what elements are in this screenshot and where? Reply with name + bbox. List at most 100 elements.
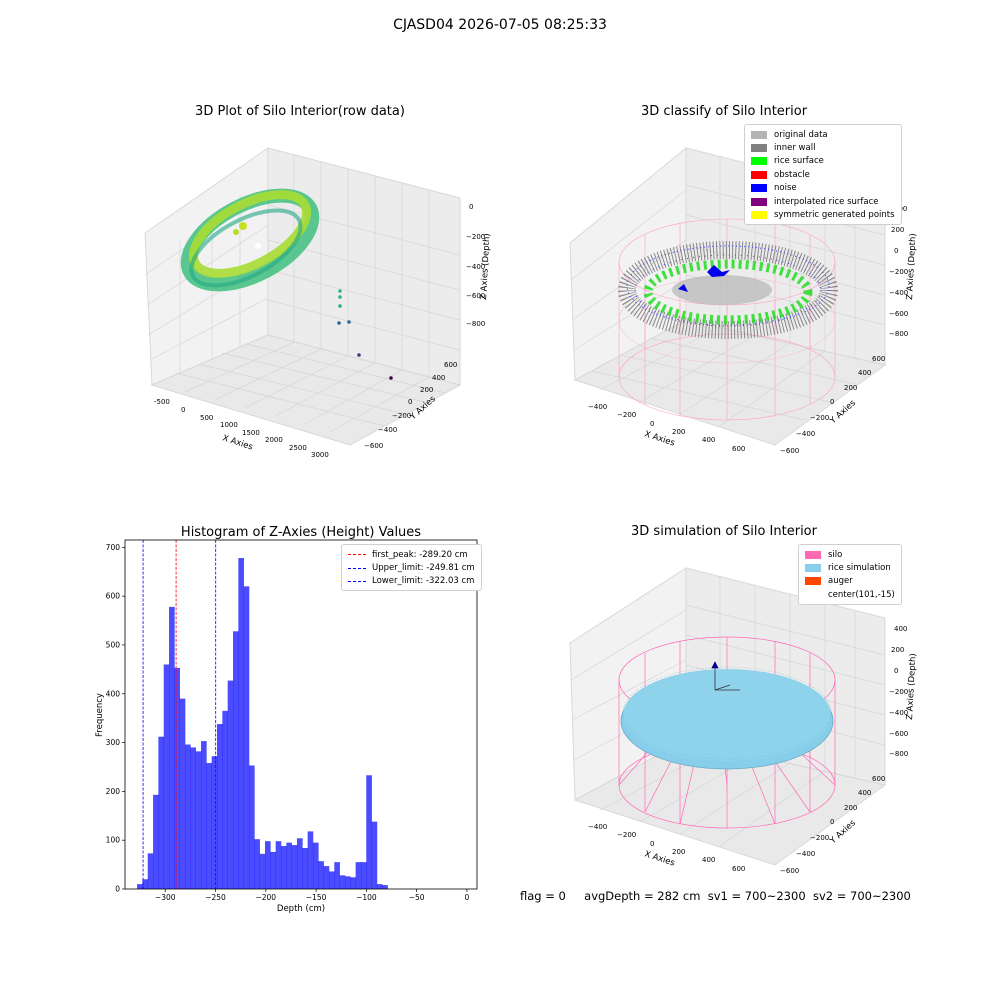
histogram-bar [328,871,335,889]
histogram-bar [233,631,239,889]
histogram-bar [334,862,340,889]
svg-text:−200: −200 [810,414,829,422]
histogram-bar [243,586,250,889]
legend-swatch [751,211,767,220]
raw-point-cloud [180,188,393,380]
svg-text:600: 600 [872,775,885,783]
histogram-bar [371,821,378,889]
svg-text:400: 400 [858,789,871,797]
svg-text:400: 400 [894,625,907,633]
svg-text:0: 0 [894,667,898,675]
svg-text:0: 0 [650,420,654,428]
classify-y-ticks: 600 400 200 0 −200 −400 −600 [780,355,885,455]
histogram-x-tick-label: 0 [465,893,470,902]
svg-text:−800: −800 [466,320,485,328]
histogram-bar [296,838,303,889]
histogram-bar [142,879,149,889]
sv2-value: sv2 = 700~2300 [812,889,911,903]
svg-text:200: 200 [672,848,685,856]
histogram-bar [249,765,255,889]
svg-text:−600: −600 [889,310,908,318]
histogram-bar [201,741,207,889]
svg-text:−400: −400 [378,426,397,434]
histogram-y-tick-label: 400 [106,689,121,698]
svg-text:200: 200 [891,226,904,234]
histogram-x-ticks: −300 −250 −200 −150 −100 −50 0 [155,889,470,902]
histogram-bar [382,885,388,889]
svg-text:0: 0 [650,840,654,848]
svg-text:1500: 1500 [242,429,260,437]
histogram-bar [291,845,298,889]
histogram-y-ticks: 0 100 200 300 400 500 600 700 [106,543,125,894]
histogram-bar [185,744,191,889]
histogram-bar [275,841,282,889]
histogram-y-tick-label: 700 [106,543,121,552]
histogram-x-tick-label: −100 [356,893,377,902]
svg-text:−400: −400 [796,850,815,858]
histogram-bar [217,724,223,889]
classify-3d-plot: −400 −200 0 200 400 600 X Axies 600 400 … [569,146,918,455]
legend-swatch [805,577,821,586]
histogram-y-tick-label: 600 [106,592,121,601]
histogram-x-tick-label: −150 [306,893,327,902]
raw-x-ticks: -500 0 500 1000 1500 2000 2500 3000 [154,398,329,459]
histogram-bars [137,558,388,889]
legend-swatch [751,157,767,166]
legend-inner-wall: inner wall [751,141,895,154]
classify-z-label: Z Axies (Depth) [905,233,918,300]
svg-text:200: 200 [891,646,904,654]
svg-text:−200: −200 [466,233,485,241]
svg-text:−200: −200 [889,688,908,696]
histogram-bar [312,842,319,889]
histogram-bar [360,862,367,889]
svg-text:500: 500 [200,414,213,422]
svg-text:−400: −400 [466,263,485,271]
legend-swatch [751,184,767,193]
legend-lower-limit: Lower_limit: -322.03 cm [348,575,475,588]
svg-text:−600: −600 [889,730,908,738]
histogram-bar [323,866,330,889]
svg-text:0: 0 [830,398,834,406]
svg-text:400: 400 [702,436,715,444]
classify-z-ticks: 400 200 0 −200 −400 −600 −800 [889,205,908,338]
legend-swatch [805,564,821,573]
svg-text:−200: −200 [617,831,636,839]
histogram-x-tick-label: −250 [205,893,226,902]
svg-text:200: 200 [844,384,857,392]
simulation-y-ticks: 600 400 200 0 −200 −400 −600 [780,775,885,875]
svg-text:200: 200 [672,428,685,436]
legend-obstacle: obstacle [751,168,895,181]
legend-interpolated-rice-surface: interpolated rice surface [751,195,895,208]
svg-text:−200: −200 [392,412,411,420]
histogram-bar [286,842,292,889]
histogram-bar [195,751,202,889]
svg-text:0: 0 [894,247,898,255]
svg-text:400: 400 [432,374,445,382]
histogram-bar [153,794,159,889]
histogram-x-label: Depth (cm) [277,904,325,914]
legend-symmetric-generated-points: symmetric generated points [751,208,895,221]
avg-depth-value: avgDepth = 282 cm [584,889,701,903]
legend-center: center(101,-15) [805,588,895,601]
raw-z-label: Z Axies (Depth) [479,233,492,300]
histogram-bar [206,763,212,889]
svg-text:200: 200 [420,386,433,394]
histogram-bar [376,884,383,889]
histogram-bar [254,839,260,889]
simulation-x-ticks: −400 −200 0 200 400 600 [588,823,745,873]
histogram-legend: first_peak: -289.20 cm Upper_limit: -249… [341,544,482,592]
legend-auger: auger [805,575,895,588]
histogram-bar [147,853,154,889]
histogram-bar [280,846,287,889]
svg-text:−200: −200 [810,834,829,842]
histogram-y-tick-label: 200 [106,787,121,796]
svg-text:−200: −200 [617,411,636,419]
svg-text:600: 600 [732,445,745,453]
legend-silo: silo [805,548,895,561]
histogram-title: Histogram of Z-Axies (Height) Values [181,525,421,540]
legend-original-data: original data [751,128,895,141]
svg-text:200: 200 [844,804,857,812]
svg-text:0: 0 [469,203,473,211]
simulation-z-label: Z Axies (Depth) [905,653,918,720]
raw-plot-title: 3D Plot of Silo Interior(row data) [195,104,405,119]
